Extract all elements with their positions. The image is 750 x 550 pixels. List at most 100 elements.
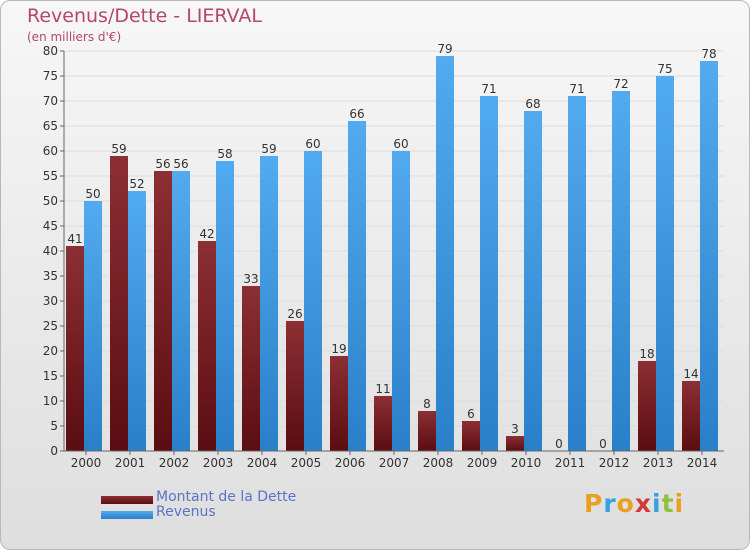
bar-revenue <box>128 191 146 451</box>
data-label-revenue: 58 <box>217 147 232 161</box>
bar-debt <box>330 356 348 451</box>
x-tick-label: 2013 <box>643 456 674 470</box>
data-label-revenue: 56 <box>173 157 188 171</box>
bar-debt <box>286 321 304 451</box>
data-label-debt: 14 <box>683 367 698 381</box>
y-tick-label: 50 <box>43 194 58 208</box>
proxiti-logo: Proxiti <box>584 489 684 518</box>
bar-revenue <box>436 56 454 451</box>
y-tick-label: 35 <box>43 269 58 283</box>
x-tick-label: 2003 <box>203 456 234 470</box>
bar-revenue <box>304 151 322 451</box>
x-tick-label: 2005 <box>291 456 322 470</box>
x-tick-label: 2009 <box>467 456 498 470</box>
x-tick-label: 2014 <box>687 456 718 470</box>
bar-debt <box>198 241 216 451</box>
bar-revenue <box>392 151 410 451</box>
y-tick-label: 75 <box>43 69 58 83</box>
bar-debt <box>682 381 700 451</box>
data-label-debt: 26 <box>287 307 302 321</box>
y-tick-label: 55 <box>43 169 58 183</box>
bar-debt <box>110 156 128 451</box>
y-tick-label: 40 <box>43 244 58 258</box>
data-label-debt: 19 <box>331 342 346 356</box>
y-tick-label: 70 <box>43 94 58 108</box>
data-label-revenue: 50 <box>85 187 100 201</box>
data-label-revenue: 68 <box>525 97 540 111</box>
data-label-debt: 18 <box>639 347 654 361</box>
bar-revenue <box>260 156 278 451</box>
x-tick-label: 2004 <box>247 456 278 470</box>
x-tick-label: 2007 <box>379 456 410 470</box>
legend-label-revenue: Revenus <box>156 504 216 520</box>
bar-debt <box>418 411 436 451</box>
x-tick-label: 2002 <box>159 456 190 470</box>
data-label-revenue: 79 <box>437 42 452 56</box>
data-label-revenue: 72 <box>613 77 628 91</box>
data-label-debt: 8 <box>423 397 431 411</box>
data-label-revenue: 59 <box>261 142 276 156</box>
bar-revenue <box>480 96 498 451</box>
x-tick-label: 2010 <box>511 456 542 470</box>
data-label-revenue: 71 <box>569 82 584 96</box>
chart-title: Revenus/Dette - LIERVAL <box>27 5 262 27</box>
legend-swatch-revenue <box>101 511 153 519</box>
bar-revenue <box>348 121 366 451</box>
bar-debt <box>506 436 524 451</box>
y-tick-label: 30 <box>43 294 58 308</box>
logo-letter: P <box>584 489 604 518</box>
bar-debt <box>462 421 480 451</box>
logo-letter: r <box>603 489 617 518</box>
y-tick-label: 65 <box>43 119 58 133</box>
data-label-debt: 59 <box>111 142 126 156</box>
data-label-debt: 3 <box>511 422 519 436</box>
data-label-revenue: 52 <box>129 177 144 191</box>
x-tick-label: 2001 <box>115 456 146 470</box>
data-label-revenue: 78 <box>701 47 716 61</box>
bar-debt <box>638 361 656 451</box>
bar-revenue <box>612 91 630 451</box>
data-label-debt: 0 <box>599 437 607 451</box>
x-tick-label: 2008 <box>423 456 454 470</box>
y-tick-label: 10 <box>43 394 58 408</box>
legend-label-debt: Montant de la Dette <box>156 489 297 505</box>
data-label-debt: 42 <box>199 227 214 241</box>
data-label-debt: 11 <box>375 382 390 396</box>
bar-revenue <box>700 61 718 451</box>
x-tick-label: 2006 <box>335 456 366 470</box>
y-tick-label: 60 <box>43 144 58 158</box>
data-label-revenue: 75 <box>657 62 672 76</box>
data-label-debt: 41 <box>67 232 82 246</box>
logo-letter: t <box>661 489 675 518</box>
bar-debt <box>66 246 84 451</box>
bar-debt <box>242 286 260 451</box>
bar-revenue <box>216 161 234 451</box>
bar-revenue <box>656 76 674 451</box>
x-tick-label: 2000 <box>71 456 102 470</box>
data-label-revenue: 60 <box>393 137 408 151</box>
data-label-revenue: 66 <box>349 107 364 121</box>
x-tick-label: 2012 <box>599 456 630 470</box>
data-label-debt: 33 <box>243 272 258 286</box>
bar-debt <box>374 396 392 451</box>
y-tick-label: 0 <box>50 444 58 458</box>
data-label-revenue: 71 <box>481 82 496 96</box>
legend-swatch-debt <box>101 496 153 504</box>
data-label-debt: 56 <box>155 157 170 171</box>
data-label-debt: 6 <box>467 407 475 421</box>
y-tick-label: 5 <box>50 419 58 433</box>
chart-subtitle: (en milliers d'€) <box>27 30 122 44</box>
y-tick-label: 80 <box>43 44 58 58</box>
bar-revenue <box>568 96 586 451</box>
logo-letter: x <box>634 489 652 518</box>
bar-revenue <box>84 201 102 451</box>
y-tick-label: 25 <box>43 319 58 333</box>
y-tick-label: 20 <box>43 344 58 358</box>
data-label-debt: 0 <box>555 437 563 451</box>
data-label-revenue: 60 <box>305 137 320 151</box>
x-tick-label: 2011 <box>555 456 586 470</box>
bar-revenue <box>172 171 190 451</box>
logo-letter: o <box>616 489 635 518</box>
